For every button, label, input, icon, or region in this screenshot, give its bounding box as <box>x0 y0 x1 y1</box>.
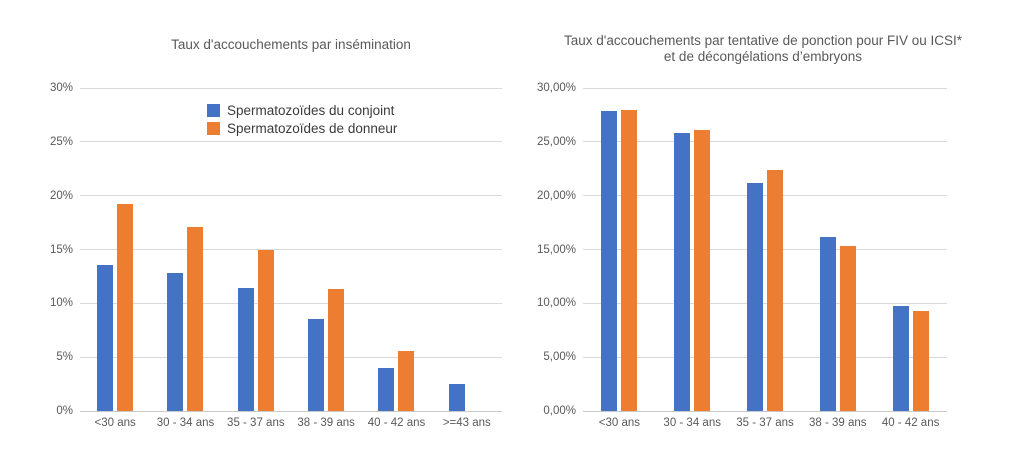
bar <box>601 110 618 411</box>
y-tick-label: 15,00% <box>536 243 576 256</box>
bar-group <box>656 88 729 411</box>
bar <box>328 289 345 411</box>
x-tick-label: >=43 ans <box>442 417 491 429</box>
gridlines <box>583 87 947 412</box>
bar <box>448 384 465 411</box>
gridline <box>80 410 502 412</box>
bar <box>746 182 763 411</box>
gridline <box>583 141 947 143</box>
x-axis: <30 ans 30 - 34 ans 35 - 37 ans 38 - 39 ans… <box>583 417 947 429</box>
y-tick-label: 30,00% <box>536 82 576 94</box>
legend-swatch-orange <box>207 121 220 135</box>
bar <box>398 350 415 411</box>
bar-group <box>150 88 220 411</box>
bar <box>839 246 856 411</box>
bars <box>583 88 947 411</box>
chart-fiv-icsi: Taux d'accouchements par tentative de po… <box>515 0 1030 466</box>
bar-group <box>729 88 802 411</box>
x-tick-label: <30 ans <box>598 417 641 429</box>
gridline <box>80 195 502 197</box>
y-tick-label: 10% <box>49 297 73 310</box>
legend-label: Spermatozoïdes de donneur <box>227 120 398 136</box>
bar-group <box>361 88 431 411</box>
y-tick-label: 30% <box>49 82 73 94</box>
bar-group <box>291 88 361 411</box>
bar <box>766 169 783 411</box>
bar <box>257 249 274 411</box>
bar <box>97 264 114 411</box>
gridline <box>80 302 502 304</box>
x-tick-label: 35 - 37 ans <box>736 417 794 429</box>
legend-label: Spermatozoïdes du conjoint <box>227 102 395 118</box>
x-tick-label: 35 - 37 ans <box>227 417 285 429</box>
chart-insemination: Taux d'accouchements par insémination 0%… <box>50 37 502 429</box>
bar-group <box>874 88 947 411</box>
bar <box>308 319 325 411</box>
x-tick-label: 30 - 34 ans <box>156 417 215 429</box>
legend-item-donneur: Spermatozoïdes de donneur <box>207 120 397 136</box>
bar <box>117 204 134 411</box>
x-tick-label: 40 - 42 ans <box>881 417 940 429</box>
bar-group <box>80 88 150 411</box>
bar-group <box>221 88 291 411</box>
x-tick-label: 38 - 39 ans <box>809 417 867 429</box>
y-tick-label: 0% <box>56 405 73 417</box>
y-tick-label: 5% <box>56 351 73 364</box>
y-axis: 0,00% 5,00% 10,00% 15,00% 20,00% 25,00% 30,00% <box>537 82 947 417</box>
x-tick-label: 30 - 34 ans <box>663 417 721 429</box>
gridline <box>583 356 947 358</box>
bar <box>694 130 711 411</box>
gridline <box>80 249 502 250</box>
y-tick-label: 0,00% <box>543 405 576 417</box>
bar-group <box>801 88 874 411</box>
gridline <box>80 141 502 143</box>
plot-area: 0% 5% 10% 15% 20% 25% 30% <box>50 82 502 417</box>
gridline <box>583 249 947 250</box>
x-tick-label: 38 - 39 ans <box>297 417 355 429</box>
gridline <box>583 195 947 197</box>
bar <box>912 310 929 411</box>
bar-group <box>432 88 502 411</box>
y-axis: 0% 5% 10% 15% 20% 25% 30% <box>50 82 502 417</box>
y-tick-label: 25,00% <box>536 135 576 148</box>
y-tick-label: 25% <box>49 135 73 148</box>
bar <box>167 273 184 411</box>
gridline <box>583 87 947 89</box>
bar <box>187 226 204 411</box>
bar <box>378 367 395 411</box>
bar <box>892 305 909 411</box>
chart-title: Taux d'accouchements par insémination <box>171 37 411 52</box>
gridline <box>583 302 947 304</box>
x-tick-label: <30 ans <box>94 417 136 429</box>
bar <box>621 109 638 411</box>
y-tick-label: 20% <box>49 189 73 202</box>
chart-title: Taux d'accouchements par tentative de po… <box>563 33 963 64</box>
bar <box>237 288 254 411</box>
legend-swatch-blue <box>207 103 220 117</box>
bars <box>80 88 502 411</box>
y-tick-label: 5,00% <box>543 351 576 364</box>
y-tick-label: 10,00% <box>536 297 576 310</box>
x-tick-label: 40 - 42 ans <box>367 417 426 429</box>
gridline <box>583 410 947 412</box>
x-axis: <30 ans 30 - 34 ans 35 - 37 ans 38 - 39 ans… <box>80 417 502 429</box>
plot-area: 0,00% 5,00% 10,00% 15,00% 20,00% 25,00% 30,00% <box>537 82 947 417</box>
gridline <box>80 87 502 89</box>
bar <box>674 133 691 411</box>
gridlines <box>80 87 502 412</box>
bar <box>819 236 836 411</box>
y-tick-label: 15% <box>49 243 73 256</box>
bar-group <box>583 88 656 411</box>
y-tick-label: 20,00% <box>536 189 576 202</box>
legend-item-conjoint: Spermatozoïdes du conjoint <box>207 102 397 118</box>
legend: Spermatozoïdes du conjoint Spermatozoïde… <box>207 102 397 136</box>
gridline <box>80 356 502 358</box>
